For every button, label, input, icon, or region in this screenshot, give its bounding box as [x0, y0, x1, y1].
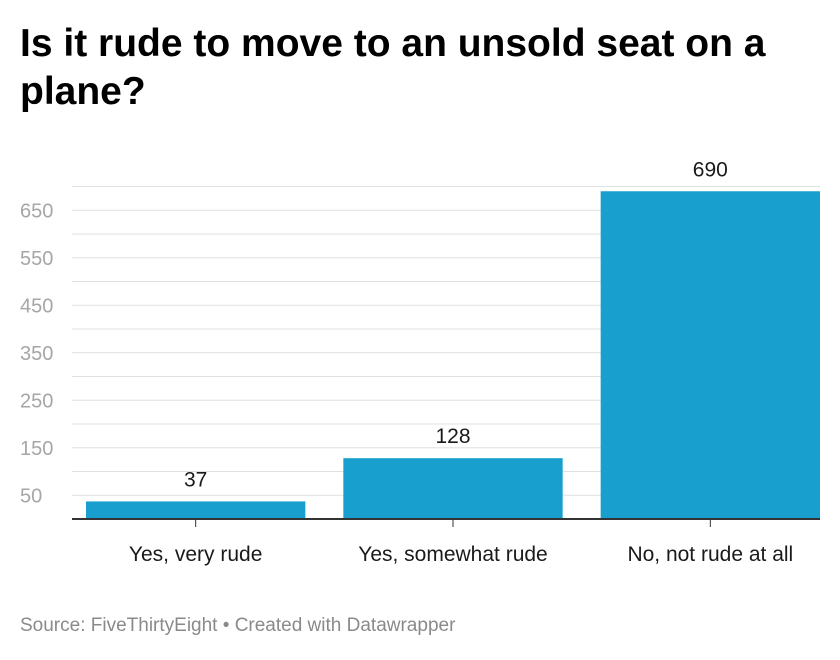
bars: [86, 191, 820, 519]
source-note: Source: FiveThirtyEight: [20, 615, 218, 636]
bar: [600, 191, 820, 519]
y-tick-label: 50: [20, 485, 42, 507]
credit-note: Created with Datawrapper: [234, 615, 456, 636]
category-label: No, not rude at all: [627, 543, 793, 566]
y-tick-label: 450: [20, 295, 53, 317]
y-tick-label: 250: [20, 390, 53, 412]
data-label: 37: [184, 468, 207, 491]
category-label: Yes, very rude: [129, 543, 262, 566]
data-label: 690: [693, 158, 728, 181]
y-tick-label: 350: [20, 343, 53, 365]
y-tick-labels: 50 150 250 350 450 550 650: [20, 200, 53, 507]
category-labels: Yes, very rude Yes, somewhat rude No, not …: [129, 543, 793, 566]
chart-title: Is it rude to move to an unsold seat on …: [20, 22, 766, 113]
bar: [343, 458, 563, 519]
footer-separator: •: [222, 615, 230, 636]
chart-footer: Source: FiveThirtyEight • Created with D…: [20, 615, 455, 637]
y-tick-label: 150: [20, 438, 53, 460]
category-label: Yes, somewhat rude: [358, 543, 548, 566]
y-tick-label: 550: [20, 248, 53, 270]
data-labels: 37 128 690: [184, 158, 728, 491]
bar: [86, 501, 306, 519]
data-label: 128: [435, 425, 470, 448]
y-tick-label: 650: [20, 200, 53, 222]
x-axis-ticks: [195, 519, 711, 527]
